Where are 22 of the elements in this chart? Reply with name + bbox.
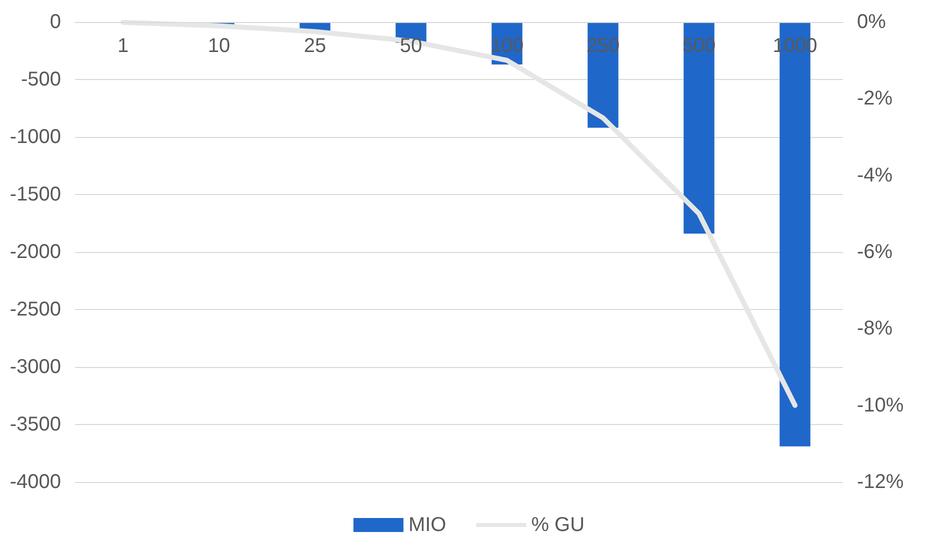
x-tick-label: 50: [400, 35, 422, 57]
y-tick-label: -2000: [10, 241, 61, 263]
y-tick-label: -1500: [10, 184, 61, 206]
y2-tick-label: -6%: [857, 241, 893, 263]
legend-label: MIO: [408, 514, 446, 536]
y-tick-label: -500: [20, 68, 61, 90]
y2-tick-label: -10%: [857, 394, 904, 416]
legend-label: % GU: [531, 514, 585, 536]
y2-tick-label: -8%: [857, 318, 893, 340]
x-tick-label: 1: [117, 35, 129, 57]
y-tick-label: 0: [50, 11, 61, 33]
y2-tick-label: -2%: [857, 88, 893, 110]
y2-tick-label: -4%: [857, 164, 893, 186]
y-tick-label: -4000: [10, 471, 61, 493]
y-tick-label: -3500: [10, 414, 61, 436]
x-tick-label: 25: [304, 35, 326, 57]
y-tick-label: -3000: [10, 356, 61, 378]
y2-tick-label: 0%: [857, 11, 886, 33]
y-tick-label: -2500: [10, 298, 61, 320]
y2-tick-label: -12%: [857, 471, 904, 493]
y-tick-label: -1000: [10, 126, 61, 148]
x-tick-label: 10: [208, 35, 230, 57]
